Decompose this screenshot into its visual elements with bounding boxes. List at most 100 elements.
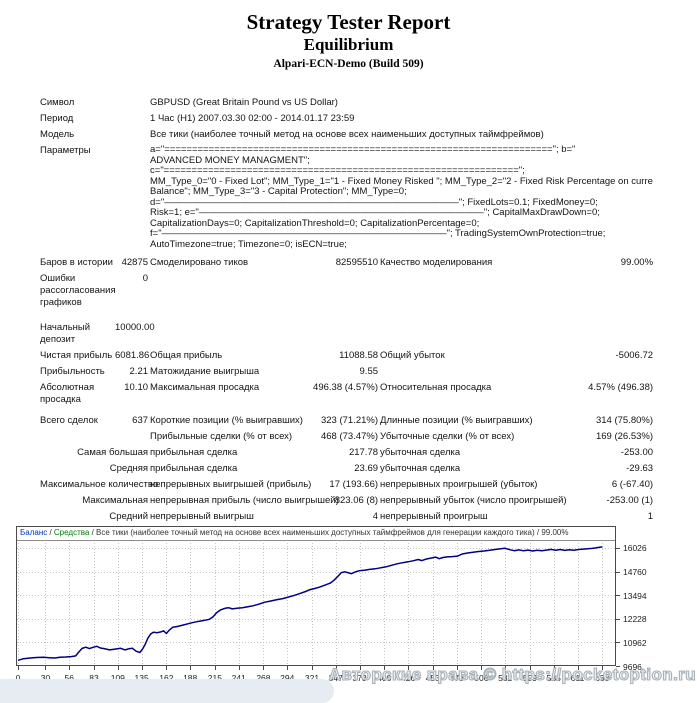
report-value: 823.06 (8) xyxy=(334,495,379,506)
report-label: Начальный депозит xyxy=(40,322,91,345)
report-value: 496.38 (4.57%) xyxy=(313,382,379,393)
y-axis-label: 9696 xyxy=(623,661,642,672)
report-label xyxy=(380,311,575,348)
copyright-watermark: Авторские права © https://pocketoption.r… xyxy=(328,664,696,684)
x-axis-label: 426 xyxy=(401,673,416,683)
report-label xyxy=(380,271,575,311)
balance-line xyxy=(17,546,603,662)
report-value: 9.55 xyxy=(359,366,379,377)
report-label: Средний xyxy=(109,511,149,522)
chart-legend: Баланс / Средства / Все тики (наиболее т… xyxy=(17,527,615,541)
x-axis-label: 56 xyxy=(64,673,75,683)
report-row: Начальный депозит 10000.00 xyxy=(40,311,655,348)
legend-separator: / xyxy=(89,528,97,537)
report-label: непрерывный выигрыш xyxy=(150,511,254,522)
report-label: Модель xyxy=(40,129,75,140)
report-value: 82595510 xyxy=(335,257,379,268)
report-label: Длинные позиции (% выигравших) xyxy=(380,415,533,426)
y-axis-label: 12228 xyxy=(623,614,647,625)
x-axis-label: 109 xyxy=(110,673,125,683)
report-value: 4 xyxy=(372,511,379,522)
report-label: Общий убыток xyxy=(380,350,445,361)
report-value xyxy=(298,271,380,311)
report-value: Все тики (наиболее точный метод на основ… xyxy=(150,129,544,140)
report-value: 314 (75.80%) xyxy=(595,415,654,426)
report-value: 17 (193.66) xyxy=(329,479,379,490)
report-label: Общая прибыль xyxy=(150,350,223,361)
legend-separator: / xyxy=(47,528,54,537)
report-label: Максимальная xyxy=(82,495,149,506)
report-value: 217.78 xyxy=(348,447,379,458)
report-value: -253.00 xyxy=(620,447,654,458)
report-label: Параметры xyxy=(40,145,91,156)
report-value: -5006.72 xyxy=(615,350,654,361)
report-value: 6 (-67.40) xyxy=(611,479,654,490)
report-label: Смоделировано тиков xyxy=(150,257,249,268)
server-build: Alpari-ECN-Demo (Build 509) xyxy=(273,58,424,70)
report-label: непрерывный проигрыш xyxy=(380,511,488,522)
report-label: Ошибки рассогласования графиков xyxy=(40,273,116,308)
y-axis-label: 16026 xyxy=(623,543,647,554)
report-row: Прибыльность 2.21 Матожидание выигрыша 9.55 xyxy=(40,364,655,380)
report-label: прибыльная сделка xyxy=(150,463,238,474)
report-value: 637 xyxy=(132,415,149,426)
x-axis-label: 638 xyxy=(595,673,610,683)
report-value: -253.00 (1) xyxy=(606,495,654,506)
report-label: Самая большая xyxy=(77,447,149,458)
x-axis-label: 506 xyxy=(474,673,489,683)
report-row: Ошибки рассогласования графиков 0 xyxy=(40,271,655,311)
report-row: Чистая прибыль 6081.86 Общая прибыль 11088.… xyxy=(40,348,655,364)
report-label xyxy=(380,364,575,380)
report-label xyxy=(150,311,298,348)
report-label: Убыточные сделки (% от всех) xyxy=(380,431,515,442)
report-label: Средняя xyxy=(109,463,149,474)
report-value: 10.10 xyxy=(124,382,149,393)
x-axis-label: 0 xyxy=(15,673,21,683)
report-label xyxy=(150,271,298,311)
x-axis-label: 321 xyxy=(304,673,320,683)
y-axis-label: 10962 xyxy=(623,637,647,648)
x-axis-label: 83 xyxy=(89,673,99,683)
x-axis-label: 479 xyxy=(449,673,464,683)
x-axis-label: 585 xyxy=(546,673,561,683)
report-row: Всего сделок 637 Короткие позиции (% выигр… xyxy=(40,408,655,429)
report-value: 1 Час (H1) 2007.03.30 02:00 - 2014.01.17… xyxy=(150,113,355,124)
x-axis-label: 453 xyxy=(425,673,440,683)
report-value: 323 (71.21%) xyxy=(320,415,379,426)
bottom-overlay-pill xyxy=(0,679,334,703)
report-label: Баров в истории xyxy=(40,257,113,268)
report-value: 42875 xyxy=(121,257,149,268)
report-row: Средний непрерывный выигрыш 4 непрерывный п… xyxy=(40,509,655,525)
report-label: Всего сделок xyxy=(40,415,98,426)
chart-frame xyxy=(16,526,616,666)
x-axis-label: 559 xyxy=(522,673,537,683)
report-row: Модель Все тики (наиболее точный метод на… xyxy=(40,127,655,143)
report-label: Символ xyxy=(40,97,75,108)
report-value: 0 xyxy=(142,273,149,284)
report-value: 99.00% xyxy=(620,257,654,268)
legend-model: Все тики (наиболее точный метод на основ… xyxy=(96,528,535,537)
legend-separator: / xyxy=(534,528,542,537)
report-row: Параметры a="============================… xyxy=(40,143,655,252)
report-row: Максимальное количество непрерывных выигр… xyxy=(40,477,655,493)
report-row: Самая большая прибыльная сделка 217.78 убыт… xyxy=(40,445,655,461)
report-value: 11088.58 xyxy=(339,350,379,361)
report-row: Прибыльные сделки (% от всех) 468 (73.47%… xyxy=(40,429,655,445)
report-label: убыточная сделка xyxy=(380,463,461,474)
report-label: Чистая прибыль xyxy=(40,350,113,361)
report-label: Относительная просадка xyxy=(380,382,492,393)
x-axis-label: 294 xyxy=(280,673,295,683)
report-label: Максимальное количество xyxy=(40,479,159,490)
report-value: 468 (73.47%) xyxy=(320,431,379,442)
report-table: Символ GBPUSD (Great Britain Pound vs US … xyxy=(40,95,655,525)
report-row: Максимальная непрерывная прибыль (число в… xyxy=(40,493,655,509)
report-value: 169 (26.53%) xyxy=(595,431,654,442)
x-axis-label: 162 xyxy=(159,673,174,683)
report-label: Короткие позиции (% выигравших) xyxy=(150,415,303,426)
legend-quality: 99.00% xyxy=(541,528,569,537)
y-axis-label: 13494 xyxy=(623,590,647,601)
report-value xyxy=(298,311,380,348)
report-label: Максимальная просадка xyxy=(150,382,260,393)
report-label: непрерывный убыток (число проигрышей) xyxy=(380,495,567,506)
x-axis-label: 268 xyxy=(256,673,271,683)
